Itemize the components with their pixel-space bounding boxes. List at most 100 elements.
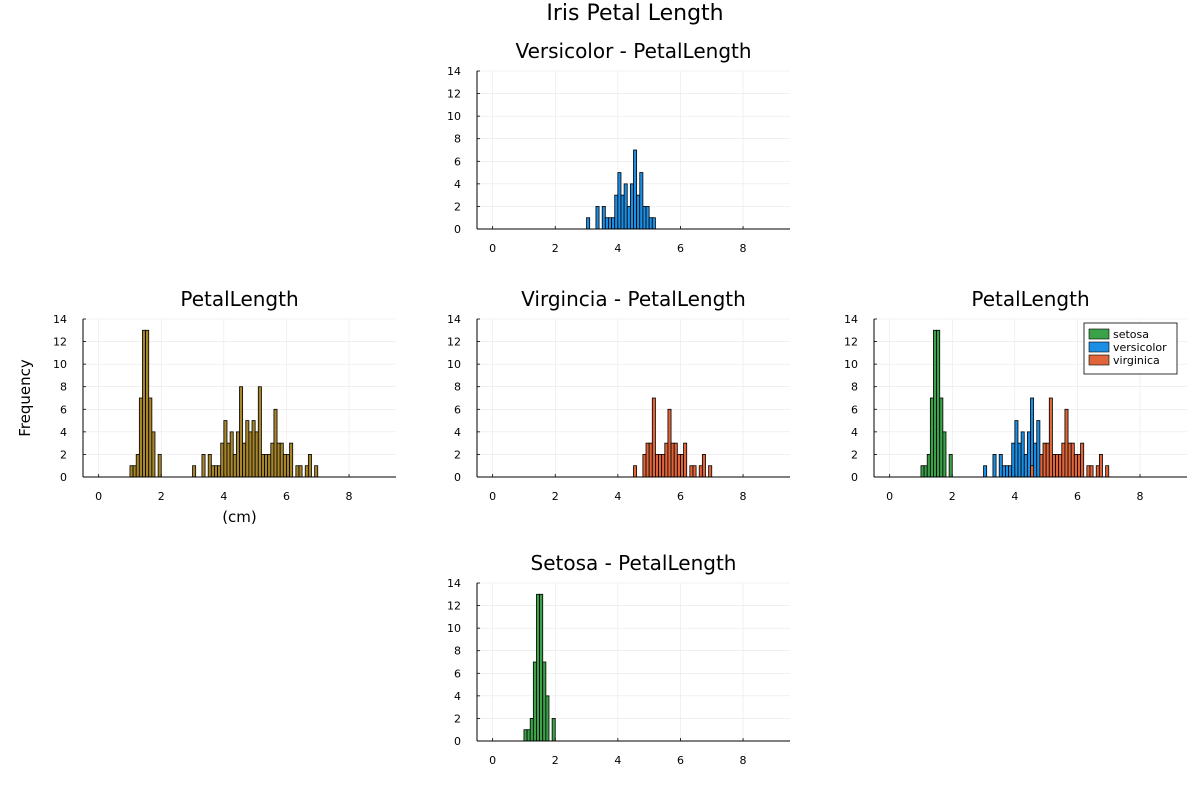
histogram-bar-all [145,329,150,478]
histogram-bar-all [220,442,225,478]
histogram-bar-virginica [1089,465,1094,478]
histogram-bar-all [254,431,259,478]
x-tick-label: 4 [1011,490,1018,503]
histogram-bar-virginica [667,408,672,478]
histogram-bar-versicolor [604,217,609,230]
histogram-bar-setosa [539,593,544,742]
histogram-bar-all [214,465,218,478]
y-tick-label: 6 [454,403,461,416]
legend-swatch-versicolor [1088,341,1110,353]
histogram-bar-virginica [1086,465,1091,478]
histogram-bar-versicolor [639,172,644,230]
x-axis-label: (cm) [222,508,257,526]
histogram-bar-all [314,465,319,478]
histogram-bar-setosa [926,454,931,478]
histogram-bar-virginica [1045,442,1050,478]
histogram-bar-all [267,454,272,478]
histogram-bar-all [239,386,244,478]
x-tick-label: 2 [158,490,165,503]
histogram-bar-setosa [948,454,953,478]
histogram-bar-virginica [1073,454,1078,478]
histogram-bar-all [248,431,253,478]
histogram-bar-all [226,442,231,478]
overlay-panel: 0 2 4 6 8 10 12 14 0 2 4 6 8 PetalLength setosaversico… [844,287,1187,503]
histogram-bar-versicolor [642,206,647,230]
histogram-bar-virginica [673,442,678,478]
histogram-bar-setosa [523,729,528,742]
histogram-bar-all [157,454,162,478]
histogram-bar-virginica [1061,442,1066,478]
x-tick-label: 8 [740,490,747,503]
histogram-bar-setosa [929,397,934,478]
x-tick-label: 0 [95,490,102,503]
x-tick-label: 2 [949,490,956,503]
histogram-bar-versicolor [1036,420,1041,478]
x-tick-label: 8 [1137,490,1144,503]
histogram-bar-virginica [1052,454,1056,478]
panel-title: Setosa - PetalLength [531,551,737,575]
y-tick-label: 12 [447,336,461,349]
x-tick-label: 4 [614,754,621,767]
y-axis-label: Frequency [16,359,34,437]
histogram-bar-virginica [633,465,638,478]
histogram-bar-virginica [645,442,650,478]
histogram-bar-all [138,397,143,478]
histogram-bar-virginica [655,454,659,478]
histogram-bar-versicolor [1011,442,1016,478]
y-tick-label: 14 [447,313,461,326]
y-tick-label: 6 [454,667,461,680]
y-tick-label: 4 [454,426,461,439]
histogram-bar-virginica [1077,454,1081,478]
y-tick-label: 10 [844,358,858,371]
y-tick-label: 12 [53,336,67,349]
y-tick-label: 10 [53,358,67,371]
histogram-bar-versicolor [1008,465,1013,478]
histogram-bar-versicolor [1023,454,1028,478]
y-tick-label: 8 [454,133,461,146]
y-tick-label: 2 [851,448,858,461]
y-tick-label: 12 [844,336,858,349]
histogram-bar-all [273,408,278,478]
histogram-bar-all [289,442,294,478]
histogram-bar-all [304,465,309,478]
histogram-bar-setosa [551,718,556,742]
histogram-bar-virginica [661,454,666,478]
histogram-bar-versicolor [1001,465,1006,478]
histogram-bar-setosa [529,718,534,742]
x-tick-label: 6 [677,490,684,503]
histogram-bar-virginica [658,454,663,478]
histogram-bar-all [251,420,256,478]
histogram-bar-versicolor [1030,397,1035,478]
y-tick-label: 8 [454,381,461,394]
histogram-bar-versicolor [1033,442,1038,478]
histogram-bar-all [217,465,222,478]
y-tick-label: 2 [60,448,67,461]
panel-title: Virgincia - PetalLength [521,287,746,311]
all-species-panel: 0 2 4 6 8 10 12 14 0 2 4 6 8 PetalLength (cm) Frequency [16,287,396,526]
y-tick-label: 6 [851,403,858,416]
histogram-bar-versicolor [636,194,641,230]
histogram-bar-virginica [692,465,697,478]
histogram-bar-virginica [708,465,713,478]
x-tick-label: 0 [886,490,893,503]
y-tick-label: 14 [447,577,461,590]
x-tick-label: 4 [614,490,621,503]
histogram-bar-all [295,465,300,478]
histogram-bar-versicolor [620,194,625,230]
y-tick-label: 0 [851,471,858,484]
histogram-bar-all [282,454,287,478]
histogram-bar-all [135,454,140,478]
histogram-bar-setosa [545,695,550,742]
legend-label-versicolor: versicolor [1113,341,1167,354]
histogram-bar-virginica [1030,465,1035,478]
histogram-bar-versicolor [645,206,650,230]
x-tick-label: 6 [1074,490,1081,503]
histogram-bar-setosa [536,593,540,742]
legend-label-setosa: setosa [1113,328,1149,341]
histogram-bar-virginica [683,442,688,478]
x-tick-label: 4 [614,242,621,255]
figure-title: Iris Petal Length [546,1,723,26]
histogram-bar-all [148,397,153,478]
histogram-bar-all [257,386,262,478]
histogram-bar-virginica [1042,442,1047,478]
